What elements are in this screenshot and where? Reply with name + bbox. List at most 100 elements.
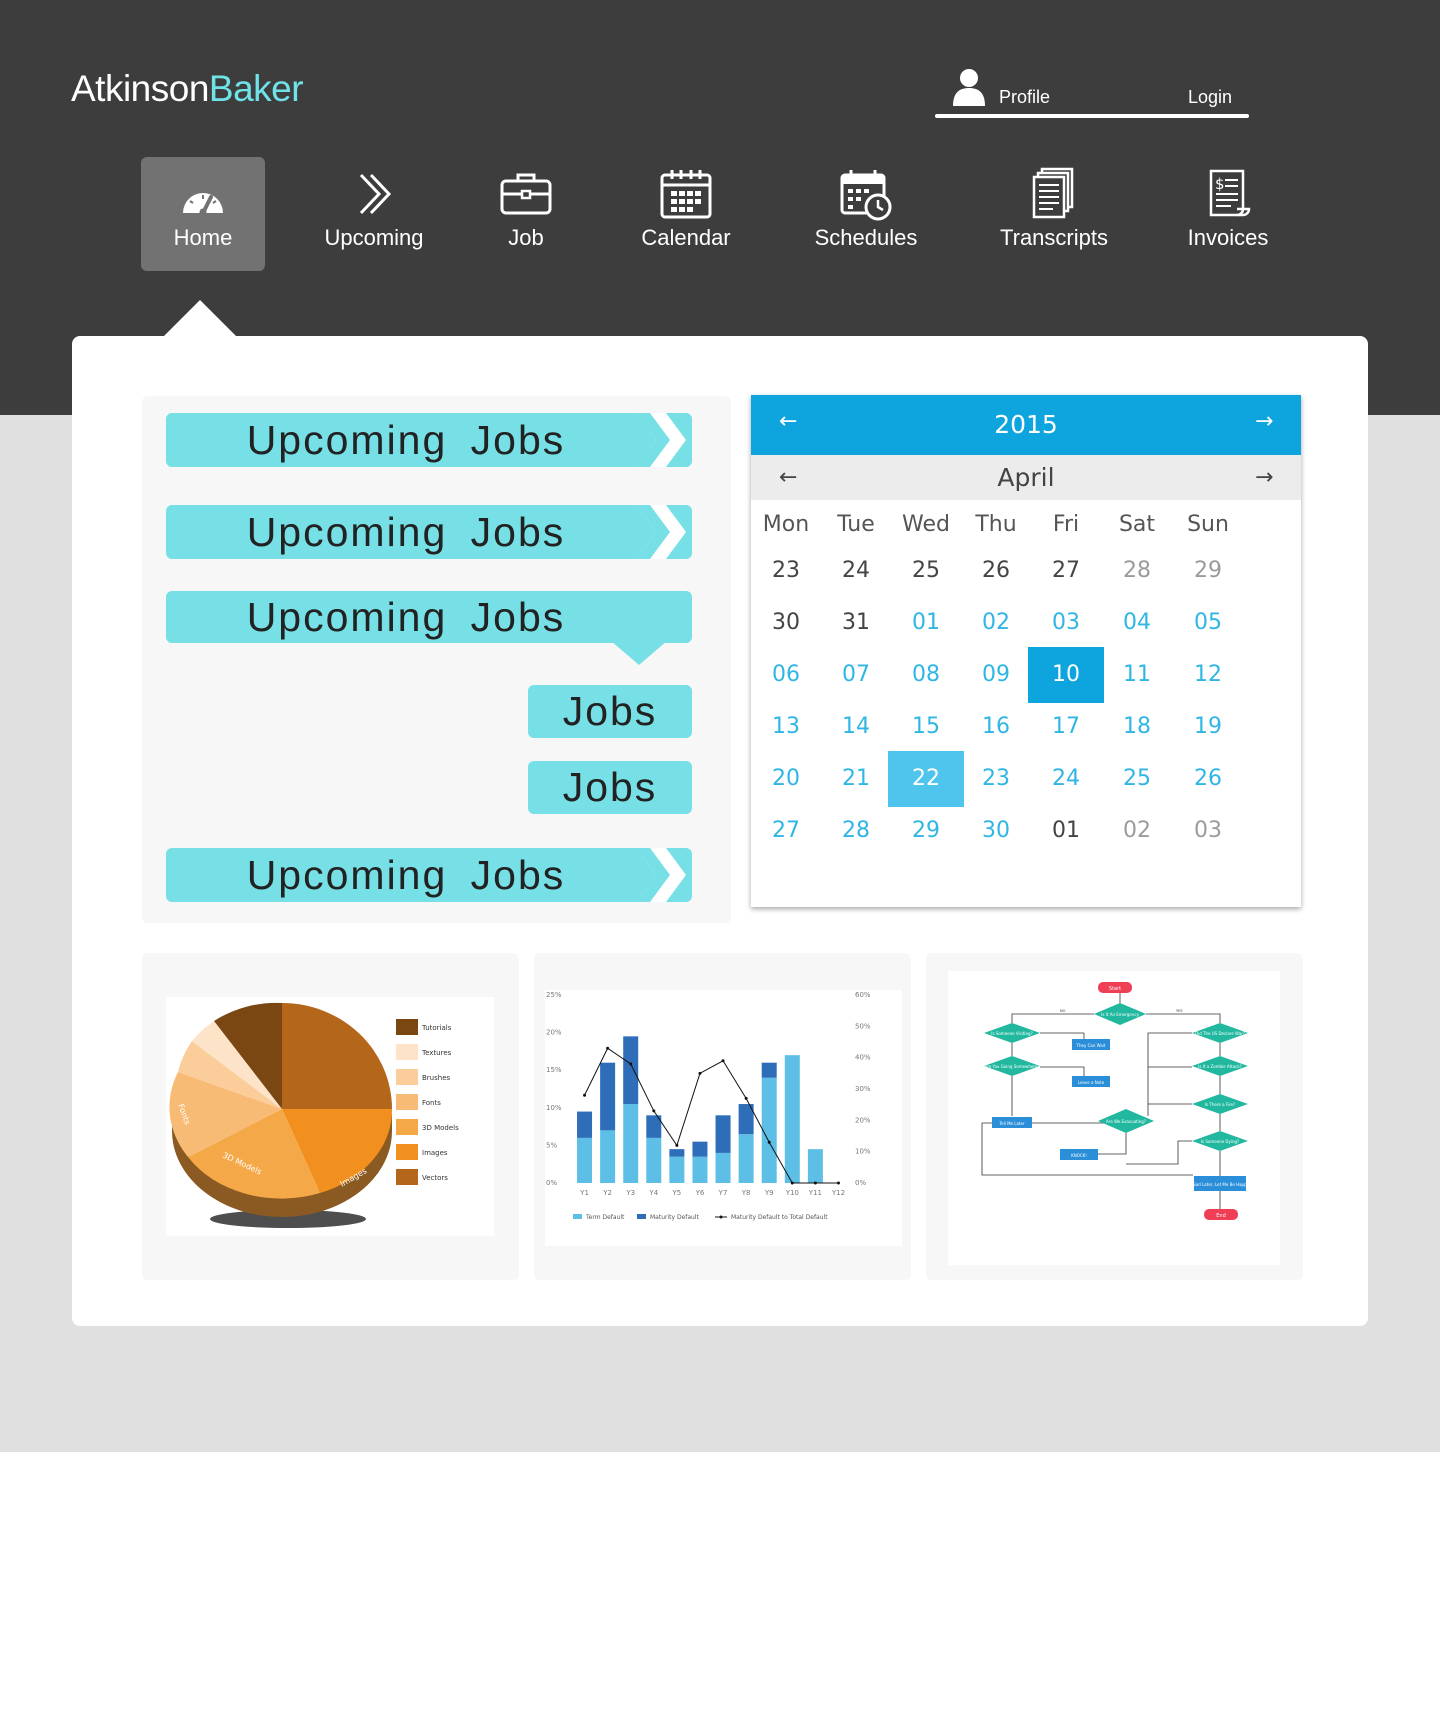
calendar-day[interactable]: 25 [1123,766,1151,791]
calendar-day[interactable]: 20 [772,766,800,791]
calendar-day[interactable]: 24 [842,558,870,583]
calendar-day[interactable]: 29 [912,818,940,843]
calendar-year: 2015 [994,410,1058,439]
logo-accent: Baker [208,68,304,109]
bar-term-default [738,1134,754,1183]
prev-month-arrow-icon[interactable]: ← [779,465,798,490]
y-tick-label: 0% [546,1179,557,1187]
calendar-icon [660,170,712,219]
y-tick-label: 5% [546,1141,557,1149]
x-tick-label: Y3 [625,1189,635,1197]
calendar-day[interactable]: 19 [1194,714,1222,739]
bar-chart-card[interactable]: 0% 5% 10% 15% 20% 25% 0% 10% 20% 30% 40% 50% 60% Y1 Y2… [534,953,911,1280]
invoice-icon: $ [1209,169,1251,217]
calendar-day[interactable]: 01 [1052,818,1080,843]
user-icon[interactable] [952,68,986,106]
login-link[interactable]: Login [1188,87,1233,107]
calendar-day-selected[interactable]: 22 [888,751,964,807]
next-month-arrow-icon[interactable]: → [1255,465,1274,490]
nav-invoices[interactable]: $ Invoices [1182,157,1274,271]
prev-year-arrow-icon[interactable]: ← [779,409,798,434]
profile-link[interactable]: Profile [999,87,1051,107]
line-point [721,1059,725,1063]
calendar-day[interactable]: 12 [1194,662,1222,687]
calendar-day[interactable]: 28 [1123,558,1151,583]
flow-label: Start [1109,986,1121,992]
legend-swatch [396,1044,418,1060]
calendar-day[interactable]: 09 [982,662,1010,687]
calendar-day[interactable]: 26 [1194,766,1222,791]
calendar-day[interactable]: 24 [1052,766,1080,791]
legend-swatch [396,1069,418,1085]
nav-upcoming[interactable]: Upcoming [318,157,430,271]
bar-maturity-default [669,1149,685,1157]
calendar-day[interactable]: 28 [842,818,870,843]
bar-term-default [577,1137,593,1183]
calendar-day[interactable]: 18 [1123,714,1151,739]
calendar-day[interactable]: 14 [842,714,870,739]
bar-term-default [669,1156,685,1183]
logo-main: Atkinson [71,68,209,109]
logo[interactable]: AtkinsonBaker [71,68,304,110]
y2-tick-label: 0% [855,1179,866,1187]
flow-label: Is It a Zombie Attack? [1198,1064,1242,1069]
calendar-day[interactable]: 23 [982,766,1010,791]
calendar-day[interactable]: 16 [982,714,1010,739]
bar-maturity-default [577,1111,593,1138]
next-year-arrow-icon[interactable]: → [1255,409,1274,434]
calendar-day[interactable]: 13 [772,714,800,739]
calendar-day[interactable]: 08 [912,662,940,687]
calendar-day[interactable]: 31 [842,610,870,635]
upcoming-jobs-button[interactable]: Upcoming Jobs [166,848,692,902]
x-tick-label: Y8 [741,1189,751,1197]
calendar-day[interactable]: 25 [912,558,940,583]
upcoming-jobs-callout[interactable]: Upcoming Jobs [166,591,692,643]
flow-label: Is Someone Visiting? [991,1031,1032,1036]
calendar-day[interactable]: 29 [1194,558,1222,583]
legend-swatch [396,1169,418,1185]
nav-calendar[interactable]: Calendar [632,157,740,271]
nav-transcripts[interactable]: Transcripts [992,157,1116,271]
calendar-day[interactable]: 01 [912,610,940,635]
calendar-day[interactable]: 02 [982,610,1010,635]
chevron-right-icon [636,413,686,467]
flow-label: KNOCK! [1071,1153,1087,1158]
calendar-day[interactable]: 21 [842,766,870,791]
double-chevron-right-icon [359,173,392,215]
calendar-day-selected[interactable]: 10 [1028,647,1104,703]
calendar-day[interactable]: 15 [912,714,940,739]
upcoming-jobs-button[interactable]: Upcoming Jobs [166,505,692,559]
y-tick-label: 15% [546,1066,562,1074]
calendar-day[interactable]: 02 [1123,818,1151,843]
calendar-day[interactable]: 23 [772,558,800,583]
calendar-day[interactable]: 26 [982,558,1010,583]
jobs-button[interactable]: Jobs [528,761,692,814]
legend-swatch [396,1144,418,1160]
calendar-day[interactable]: 27 [1052,558,1080,583]
nav-schedules[interactable]: Schedules [804,157,928,271]
calendar-day[interactable]: 27 [772,818,800,843]
jobs-button[interactable]: Jobs [528,685,692,738]
flowchart-card[interactable]: Start Is It An Emergency Is Someone Visi… [926,953,1303,1280]
series-line-maturity-ratio [584,1047,839,1184]
weekday-label: Wed [902,512,950,537]
calendar-day[interactable]: 04 [1123,610,1151,635]
calendar-day[interactable]: 11 [1123,662,1151,687]
nav-job[interactable]: Job [486,157,566,271]
bar-maturity-default [646,1115,662,1138]
calendar-month-header: April ← → [751,455,1301,500]
calendar-day[interactable]: 30 [772,610,800,635]
calendar-day[interactable]: 03 [1194,818,1222,843]
calendar-day[interactable]: 03 [1052,610,1080,635]
calendar-day[interactable]: 07 [842,662,870,687]
calendar-day[interactable]: 17 [1052,714,1080,739]
calendar-day[interactable]: 06 [772,662,800,687]
pie-chart-card[interactable]: Fonts 3D Models Images Tutorials Textures… [142,953,519,1280]
calendar-day[interactable]: 05 [1194,610,1222,635]
calendar-day[interactable]: 30 [982,818,1010,843]
nav-transcripts-label: Transcripts [1000,225,1108,250]
upcoming-jobs-button[interactable]: Upcoming Jobs [166,413,692,467]
flow-label: Are You Going Somewhere? [985,1064,1040,1069]
nav-home[interactable]: Home [141,157,265,271]
legend-label: Maturity Default [650,1214,700,1221]
